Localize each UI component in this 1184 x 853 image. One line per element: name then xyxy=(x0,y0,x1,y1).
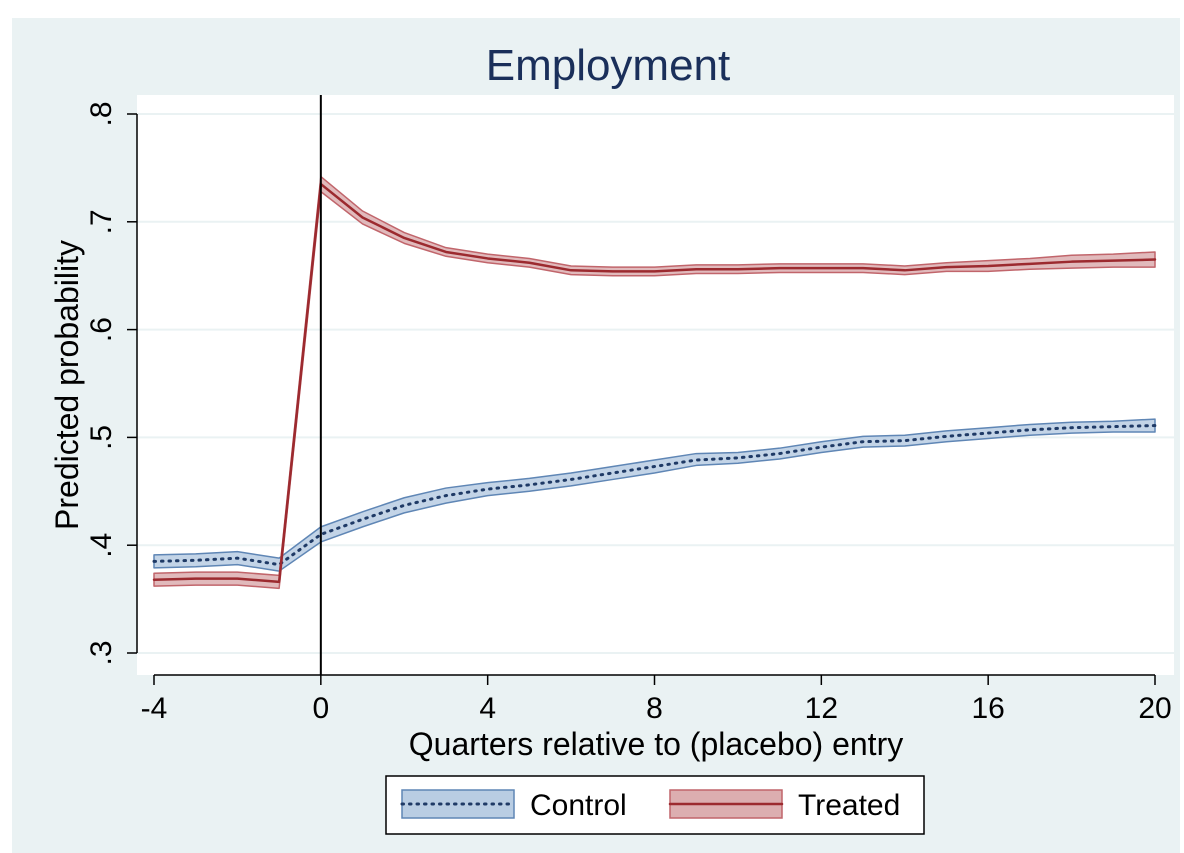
y-tick-label-2: .5 xyxy=(85,425,118,450)
legend-swatch-control xyxy=(401,789,515,819)
legend-item-control: Control xyxy=(400,789,627,822)
y-tick-label-1: .4 xyxy=(85,533,118,558)
plot-area xyxy=(137,95,1174,675)
chart-title: Employment xyxy=(486,41,731,90)
x-tick-label-5: 16 xyxy=(971,692,1004,725)
legend: Control Treated xyxy=(385,775,925,835)
control-confidence-band xyxy=(153,418,1156,572)
x-tick-label-0: -4 xyxy=(141,692,168,725)
legend-items: Control Treated xyxy=(400,789,900,822)
y-tick-label-4: .7 xyxy=(85,209,118,234)
y-tick-label-5: .8 xyxy=(85,101,118,126)
legend-item-treated: Treated xyxy=(668,789,900,822)
treated-confidence-band xyxy=(153,175,1156,590)
x-axis-title: Quarters relative to (placebo) entry xyxy=(409,726,903,762)
y-axis-ticks: .3 .4 .5 .6 .7 .8 xyxy=(85,101,137,666)
x-tick-label-3: 8 xyxy=(646,692,663,725)
x-tick-label-2: 4 xyxy=(479,692,496,725)
x-tick-label-6: 20 xyxy=(1138,692,1171,725)
y-tick-label-0: .3 xyxy=(85,640,118,665)
legend-label-treated: Treated xyxy=(798,789,900,822)
y-tick-label-3: .6 xyxy=(85,317,118,342)
x-axis-ticks: -4 0 4 8 12 16 20 xyxy=(141,675,1172,725)
confidence-bands xyxy=(153,175,1156,590)
x-tick-label-4: 12 xyxy=(805,692,838,725)
x-tick-label-1: 0 xyxy=(312,692,329,725)
legend-label-control: Control xyxy=(530,789,627,822)
y-axis-title: Predicted probability xyxy=(49,240,85,530)
